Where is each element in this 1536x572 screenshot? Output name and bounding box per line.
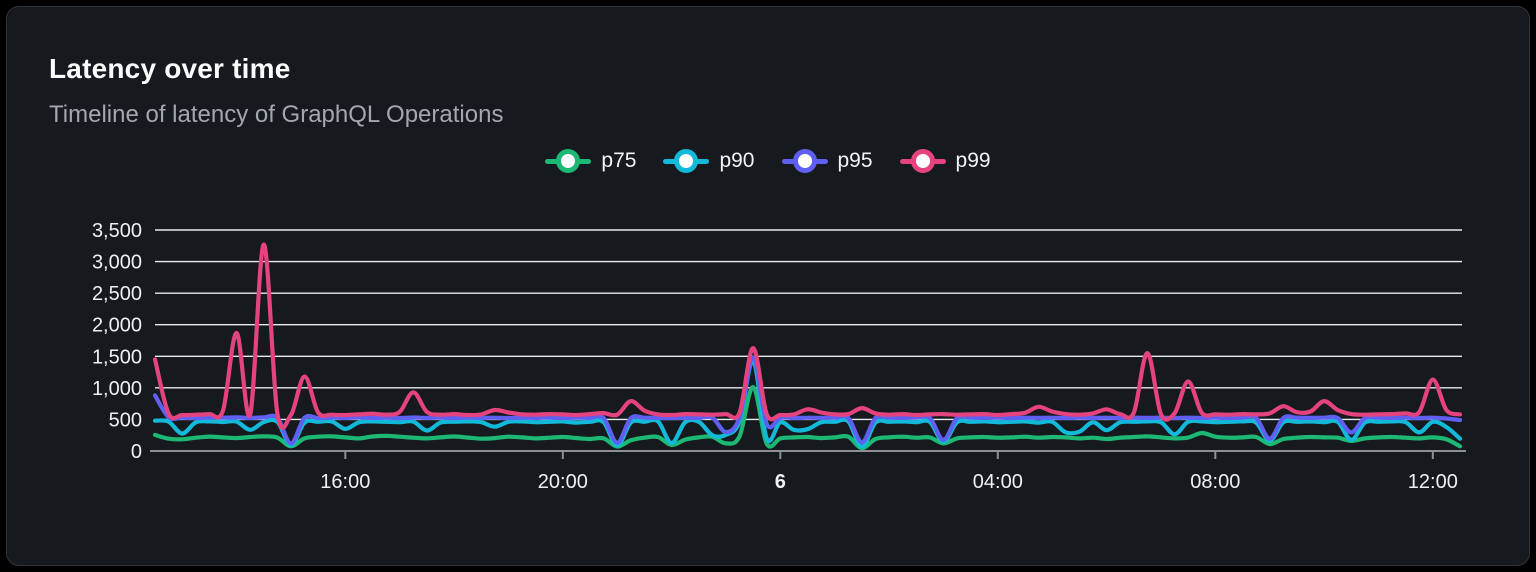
legend-label-p75: p75 xyxy=(601,149,637,172)
svg-text:2,000: 2,000 xyxy=(92,315,142,337)
legend-label-p95: p95 xyxy=(837,149,873,172)
gridlines xyxy=(155,229,1462,421)
y-axis-labels: 0 500 1,000 1,500 2,000 2,500 3,000 3,500 xyxy=(92,220,142,463)
svg-text:1,500: 1,500 xyxy=(92,346,142,368)
series-line-p90 xyxy=(152,358,1463,449)
chart-legend: p75 p90 p95 p99 xyxy=(7,145,1529,177)
legend-item-p75[interactable]: p75 xyxy=(545,148,636,174)
x-tick-label: 12:00 xyxy=(1408,471,1458,493)
series-line-p75 xyxy=(152,385,1463,451)
svg-text:3,000: 3,000 xyxy=(92,252,142,274)
svg-text:0: 0 xyxy=(131,441,142,463)
legend-marker-p75 xyxy=(545,148,592,174)
page-title: Latency over time xyxy=(49,53,291,84)
svg-text:3,500: 3,500 xyxy=(92,220,142,242)
series-line-p99 xyxy=(152,242,1463,430)
x-tick-label: 16:00 xyxy=(320,471,370,493)
series-line-p95 xyxy=(152,355,1463,446)
x-axis: 16:00 20:00 6 04:00 08:00 12:00 xyxy=(150,450,1466,493)
latency-chart[interactable]: 0 500 1,000 1,500 2,000 2,500 3,000 3,500 16:00 2… xyxy=(0,216,1536,511)
x-tick-label: 08:00 xyxy=(1190,471,1240,493)
svg-text:500: 500 xyxy=(109,409,142,431)
legend-item-p99[interactable]: p99 xyxy=(899,148,991,174)
x-tick-label: 04:00 xyxy=(973,471,1023,493)
x-tick-label: 20:00 xyxy=(538,471,588,493)
legend-marker-p99 xyxy=(899,148,946,174)
x-tick-label: 6 xyxy=(775,471,786,493)
legend-item-p90[interactable]: p90 xyxy=(663,148,755,174)
svg-text:1,000: 1,000 xyxy=(92,378,142,400)
svg-text:2,500: 2,500 xyxy=(92,283,142,305)
legend-marker-p90 xyxy=(663,148,710,174)
legend-label-p90: p90 xyxy=(719,149,755,172)
page-subtitle: Timeline of latency of GraphQL Operation… xyxy=(49,101,504,128)
legend-item-p95[interactable]: p95 xyxy=(781,148,873,174)
legend-marker-p95 xyxy=(781,148,828,174)
legend-label-p99: p99 xyxy=(955,149,991,172)
